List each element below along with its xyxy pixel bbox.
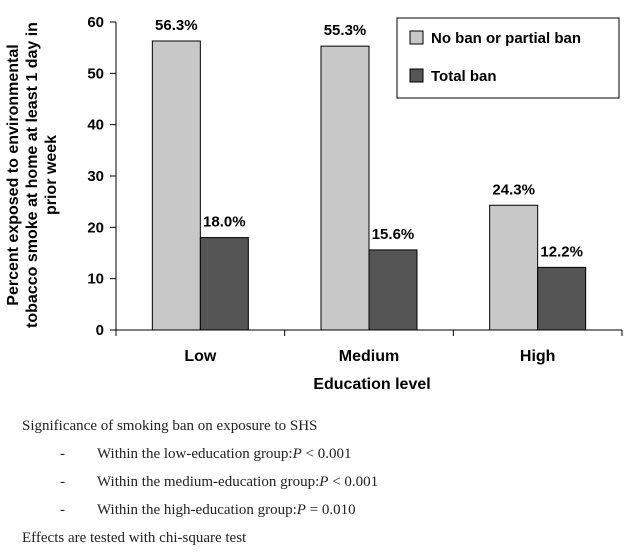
data-label: 55.3% <box>324 22 367 39</box>
notes-dash: - <box>60 474 65 490</box>
data-label: 56.3% <box>155 17 198 34</box>
notes-rest: < 0.001 <box>328 474 379 490</box>
legend: No ban or partial ban Total ban <box>396 17 620 99</box>
notes-text: Within the high-education group: <box>97 502 297 518</box>
y-tick-label: 10 <box>87 271 104 288</box>
y-tick-label: 60 <box>87 14 104 31</box>
notes-heading: Significance of smoking ban on exposure … <box>22 418 318 434</box>
notes-text: Within the medium-education group: <box>97 474 320 490</box>
bar-total-ban <box>368 249 418 331</box>
notes-footer: Effects are tested with chi-square test <box>22 530 247 546</box>
notes-p: P <box>292 446 302 462</box>
bar-total-ban <box>199 237 249 331</box>
data-label: 15.6% <box>372 226 415 243</box>
data-labels: 56.3% 18.0% 55.3% 15.6% 24.3% 12.2% <box>155 17 583 260</box>
y-axis-title-line: Percent exposed to environmental <box>5 44 22 305</box>
y-axis-title: Percent exposed to environmental tobacco … <box>5 22 60 328</box>
x-tick-label: High <box>520 348 556 365</box>
data-label: 18.0% <box>203 214 246 231</box>
notes-item-medium: - Within the medium-education group:P < 0… <box>22 468 612 496</box>
y-tick-label: 30 <box>87 168 104 185</box>
notes-item-low: - Within the low-education group:P < 0.00… <box>22 440 612 468</box>
data-label: 24.3% <box>492 181 535 198</box>
notes-item-high: - Within the high-education group:P = 0.0… <box>22 496 612 524</box>
y-axis-title-line: tobacco smoke at home at least 1 day in <box>24 22 41 328</box>
bar-no-ban <box>320 45 370 331</box>
notes-rest: < 0.001 <box>301 446 352 462</box>
bar-total-ban <box>537 266 587 331</box>
legend-swatch <box>409 68 424 83</box>
x-tick-label: Low <box>184 348 217 365</box>
bar-no-ban <box>489 204 539 331</box>
x-tick-label: Medium <box>339 348 399 365</box>
y-tick-label: 0 <box>96 322 104 339</box>
y-tick-label: 20 <box>87 219 104 236</box>
legend-swatch <box>409 30 424 45</box>
bar-no-ban <box>151 40 201 331</box>
y-axis: 0 10 20 30 40 50 60 <box>87 14 117 339</box>
legend-box <box>396 17 620 99</box>
y-tick-label: 40 <box>87 117 104 134</box>
x-axis-title: Education level <box>313 376 430 393</box>
legend-label: Total ban <box>431 68 497 85</box>
legend-label: No ban or partial ban <box>431 30 581 47</box>
y-axis-title-line: prior week <box>43 135 60 215</box>
data-label: 12.2% <box>540 243 583 260</box>
notes-p: P <box>319 474 329 490</box>
bar-chart: Percent exposed to environmental tobacco … <box>5 14 623 393</box>
bars <box>151 40 587 331</box>
notes-rest: = 0.010 <box>305 502 356 518</box>
notes-dash: - <box>60 446 65 462</box>
y-tick-label: 50 <box>87 65 104 82</box>
notes-text: Within the low-education group: <box>97 446 293 462</box>
notes: Significance of smoking ban on exposure … <box>22 412 612 552</box>
notes-dash: - <box>60 502 65 518</box>
notes-p: P <box>296 502 306 518</box>
x-axis: Low Medium High <box>115 329 623 365</box>
